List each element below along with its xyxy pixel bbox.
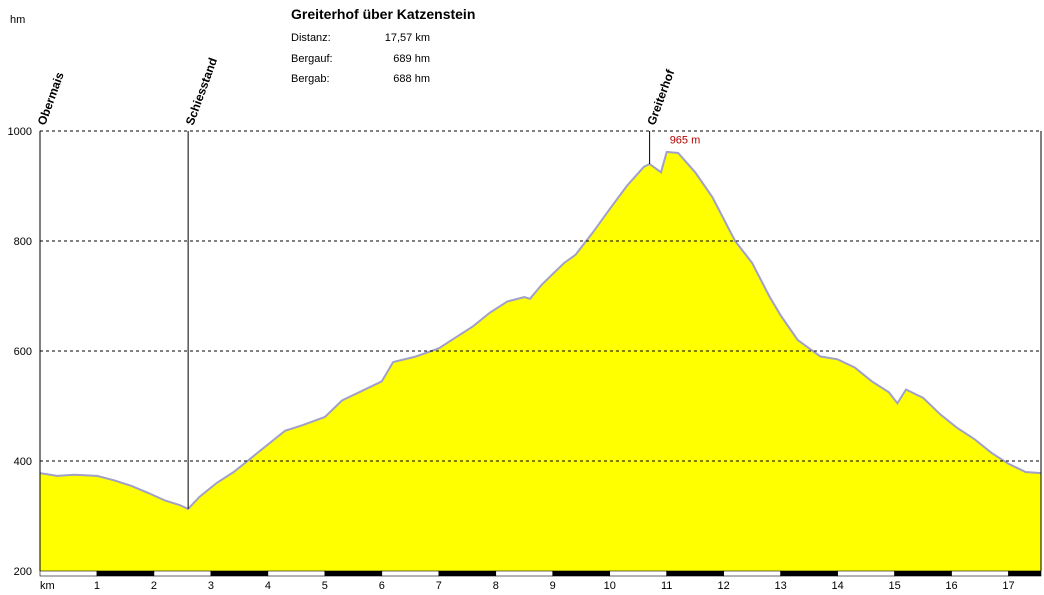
km-scale-segment-5: [324, 570, 383, 577]
stat-descent-label: Bergab:: [291, 73, 330, 85]
km-scale-segment-10: [609, 570, 667, 577]
x-axis-unit-label: km: [40, 580, 55, 592]
km-scale-segment-17: [1008, 570, 1042, 577]
x-tick-label-13: 13: [775, 580, 787, 592]
km-scale-segment-11: [666, 570, 724, 577]
km-scale-segment-14: [837, 570, 895, 577]
x-tick-label-8: 8: [493, 580, 499, 592]
km-scale-segment-6: [381, 570, 440, 577]
x-tick-label-12: 12: [718, 580, 730, 592]
waypoint-label-1: Schiesstand: [183, 56, 220, 127]
km-scale-segment-13: [780, 570, 838, 577]
km-scale-segment-7: [438, 570, 497, 577]
km-scale-segment-16: [951, 570, 1009, 577]
x-tick-label-15: 15: [888, 580, 900, 592]
x-tick-label-11: 11: [661, 580, 672, 592]
km-scale-segment-12: [723, 570, 781, 577]
y-tick-label-1000: 1000: [8, 126, 32, 138]
y-tick-label-200: 200: [14, 566, 32, 578]
y-tick-label-400: 400: [14, 456, 32, 468]
km-scale-segment-4: [267, 570, 326, 577]
waypoint-label-0: Obermais: [35, 70, 67, 127]
peak-elevation-label: 965 m: [670, 134, 701, 146]
x-tick-label-10: 10: [604, 580, 616, 592]
chart-title: Greiterhof über Katzenstein: [291, 6, 476, 22]
x-tick-label-4: 4: [265, 580, 271, 592]
stat-ascent-value: 689 hm: [393, 53, 430, 65]
elevation-line: [39, 150, 1042, 511]
km-scale-segment-1: [96, 570, 155, 577]
y-tick-label-600: 600: [14, 346, 32, 358]
x-tick-label-14: 14: [831, 580, 843, 592]
x-tick-label-3: 3: [208, 580, 214, 592]
elevation-area: [40, 151, 1041, 571]
y-axis-unit-label: hm: [10, 14, 26, 26]
x-tick-label-6: 6: [379, 580, 385, 592]
x-tick-label-2: 2: [151, 580, 157, 592]
km-scale-segment-0: [39, 570, 98, 577]
stat-ascent-label: Bergauf:: [291, 53, 333, 65]
km-scale-segment-9: [552, 570, 611, 577]
x-tick-label-5: 5: [322, 580, 328, 592]
x-tick-label-16: 16: [945, 580, 957, 592]
km-scale-segment-3: [210, 570, 269, 577]
x-tick-label-7: 7: [436, 580, 442, 592]
stat-descent-value: 688 hm: [393, 73, 430, 85]
x-tick-label-1: 1: [94, 580, 100, 592]
waypoint-label-2: Greiterhof: [644, 67, 677, 127]
km-scale-segment-15: [894, 570, 952, 577]
km-scale-segment-2: [153, 570, 212, 577]
km-scale-segment-8: [495, 570, 554, 577]
stat-distance-value: 17,57 km: [384, 32, 430, 44]
x-tick-label-9: 9: [550, 580, 556, 592]
stat-distance-label: Distanz:: [291, 32, 331, 44]
y-tick-label-800: 800: [14, 236, 32, 248]
x-tick-label-17: 17: [1002, 580, 1014, 592]
